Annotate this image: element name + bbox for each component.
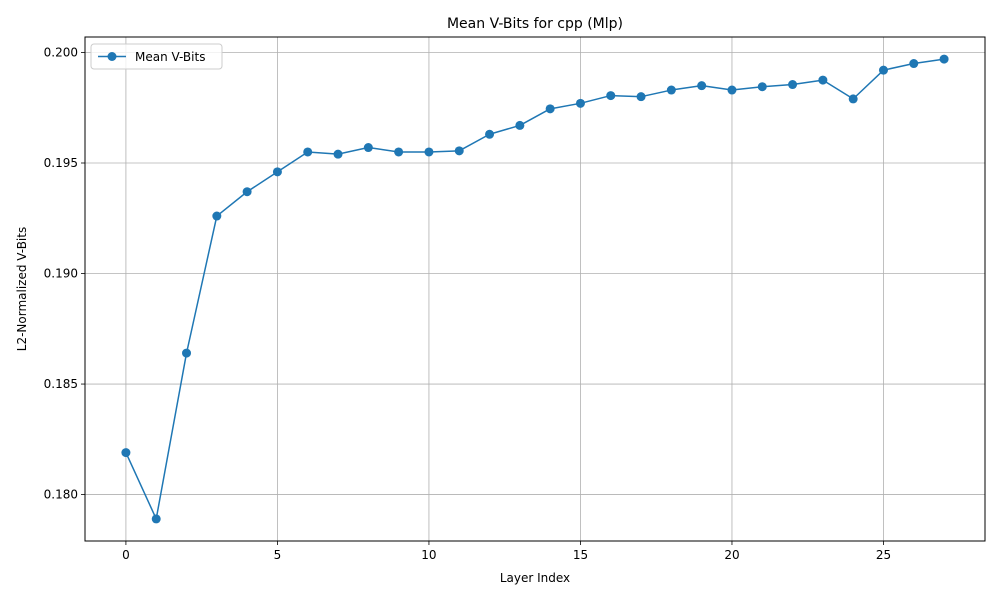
x-tick-label: 25 xyxy=(876,548,891,562)
y-axis-label: L2-Normalized V-Bits xyxy=(15,227,29,351)
data-point xyxy=(757,82,767,92)
data-point xyxy=(454,146,464,156)
data-point xyxy=(394,147,404,157)
data-point xyxy=(363,143,373,153)
data-point xyxy=(575,98,585,108)
legend-marker-swatch xyxy=(107,52,117,61)
data-point xyxy=(151,514,161,524)
data-point xyxy=(545,104,555,114)
plot-area-frame xyxy=(84,36,986,542)
data-point xyxy=(636,92,646,102)
legend-label: Mean V-Bits xyxy=(135,50,205,64)
data-point xyxy=(606,91,616,101)
data-point xyxy=(485,129,495,139)
data-point xyxy=(212,211,222,221)
data-point xyxy=(515,120,525,130)
y-tick-label: 0.195 xyxy=(44,156,78,170)
grid xyxy=(85,37,985,541)
y-tick-label: 0.185 xyxy=(44,377,78,391)
data-point xyxy=(848,94,858,104)
x-tick-label: 10 xyxy=(421,548,436,562)
y-axis-ticks: 0.180 0.185 0.190 0.195 0.200 xyxy=(44,45,85,502)
data-point xyxy=(182,348,192,358)
x-tick-label: 5 xyxy=(274,548,282,562)
y-tick-label: 0.200 xyxy=(44,45,78,59)
chart-title: Mean V-Bits for cpp (Mlp) xyxy=(447,16,623,32)
data-point xyxy=(666,85,676,95)
data-point xyxy=(939,54,949,64)
data-point xyxy=(303,147,313,157)
data-point xyxy=(424,147,434,157)
y-tick-label: 0.180 xyxy=(44,488,78,502)
data-point xyxy=(818,75,828,85)
data-point xyxy=(878,65,888,75)
x-tick-label: 15 xyxy=(573,548,588,562)
series-line xyxy=(125,58,945,520)
data-point xyxy=(909,59,919,69)
y-tick-label: 0.190 xyxy=(44,267,78,281)
data-point xyxy=(788,80,798,90)
x-axis-ticks: 0 5 10 15 20 25 xyxy=(122,541,891,562)
x-tick-label: 20 xyxy=(724,548,739,562)
data-point xyxy=(333,149,343,159)
series-layer xyxy=(121,54,949,524)
legend: Mean V-Bits xyxy=(90,43,223,70)
x-axis-label: Layer Index xyxy=(500,571,570,585)
data-point xyxy=(727,85,737,95)
data-point xyxy=(697,81,707,91)
legend-box xyxy=(90,43,223,70)
data-point xyxy=(242,187,252,197)
data-point xyxy=(272,167,282,177)
x-tick-label: 0 xyxy=(122,548,130,562)
data-point xyxy=(121,448,131,458)
